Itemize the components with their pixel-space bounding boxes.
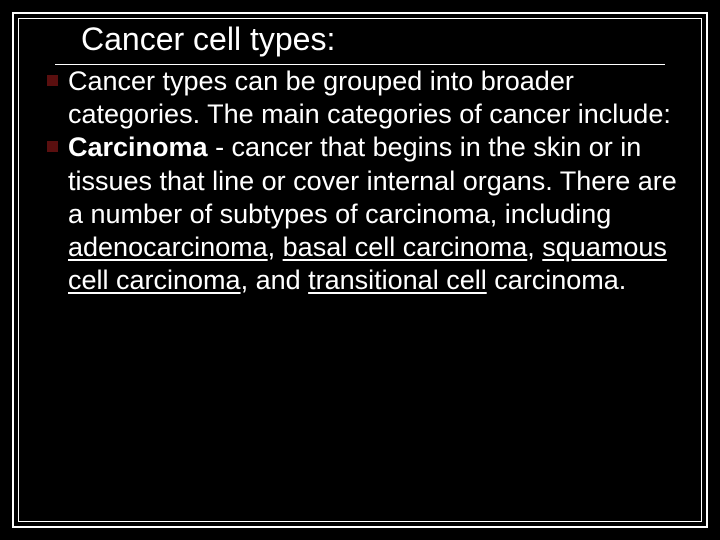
text-run: Carcinoma bbox=[68, 132, 208, 162]
text-run: adenocarcinoma bbox=[68, 232, 268, 262]
text-run: basal cell carcinoma bbox=[283, 232, 528, 262]
body-list: Cancer cell types: Cancer types can be g… bbox=[19, 19, 701, 297]
text-run: , and bbox=[241, 265, 309, 295]
text-run: Cancer types can be grouped into broader… bbox=[68, 66, 671, 129]
slide-title: Cancer cell types: bbox=[55, 19, 665, 65]
list-item: Carcinoma - cancer that begins in the sk… bbox=[47, 131, 681, 297]
text-run: carcinoma. bbox=[487, 265, 627, 295]
list-item-text: Carcinoma - cancer that begins in the sk… bbox=[68, 131, 681, 297]
text-run: , bbox=[527, 232, 542, 262]
bullet-icon bbox=[47, 75, 58, 86]
list-item-text: Cancer types can be grouped into broader… bbox=[68, 65, 681, 131]
outer-frame: Cancer cell types: Cancer types can be g… bbox=[12, 12, 708, 528]
inner-frame: Cancer cell types: Cancer types can be g… bbox=[18, 18, 702, 522]
list-item: Cancer types can be grouped into broader… bbox=[47, 65, 681, 131]
bullet-icon bbox=[47, 141, 58, 152]
text-run: transitional cell bbox=[308, 265, 487, 295]
text-run: , bbox=[268, 232, 283, 262]
